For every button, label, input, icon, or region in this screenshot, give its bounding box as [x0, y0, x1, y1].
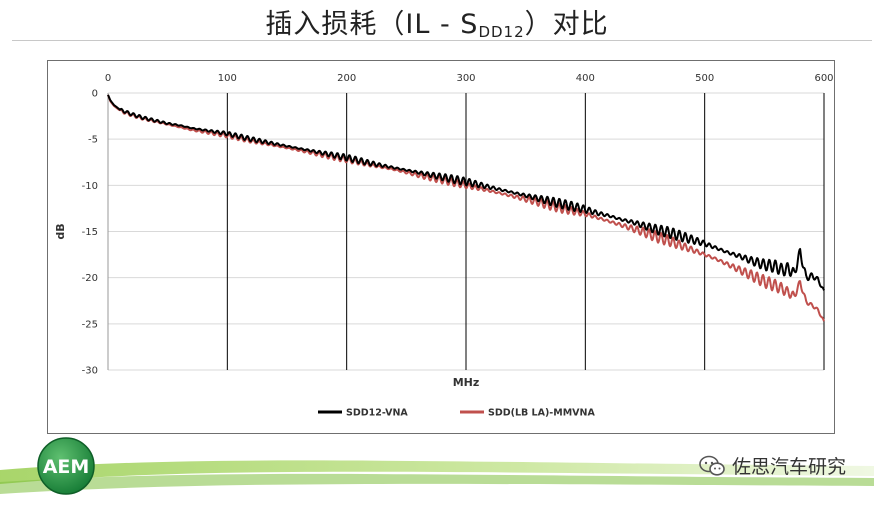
title-end: ）对比 — [524, 9, 609, 40]
watermark-text: 佐思汽车研究 — [731, 456, 846, 478]
x-axis-label: MHz — [453, 376, 480, 389]
series-line-sdd12-vna — [107, 94, 825, 291]
y-tick-label: -25 — [82, 319, 98, 330]
watermark: 佐思汽车研究 — [698, 452, 846, 479]
y-tick-label: -20 — [82, 273, 98, 284]
legend-label-0: SDD12-VNA — [346, 408, 408, 419]
y-tick-label: -10 — [82, 181, 98, 192]
legend-label-1: SDD(LB LA)-MMVNA — [488, 408, 595, 419]
logo-text: AEM — [43, 456, 90, 478]
footer-band: AEM — [0, 436, 874, 502]
y-tick-label: -15 — [82, 227, 98, 238]
x-tick-label: 200 — [337, 73, 356, 84]
x-tick-label: 0 — [105, 73, 111, 84]
y-tick-label: -30 — [82, 366, 98, 377]
footer-graphic: AEM — [0, 437, 874, 495]
aem-logo-icon — [37, 437, 95, 495]
y-axis-label: dB — [54, 223, 67, 239]
y-tick-label: -5 — [88, 135, 98, 146]
x-tick-label: 400 — [576, 73, 595, 84]
wechat-icon — [699, 455, 725, 476]
insertion-loss-chart: 0 100 200 300 400 500 600 0 -5 -10 -15 -20 -25 -30 MHz… — [54, 73, 834, 419]
footer-swoosh-top — [0, 460, 874, 484]
x-tick-label: 500 — [695, 73, 714, 84]
x-tick-label: 100 — [218, 73, 237, 84]
title-main: 插入损耗（IL - S — [265, 9, 479, 40]
x-tick-label: 300 — [456, 73, 475, 84]
title-divider — [12, 40, 872, 41]
y-tick-label: 0 — [92, 89, 98, 100]
footer-swoosh-bottom — [0, 473, 874, 494]
title-subscript: DD12 — [478, 23, 525, 41]
chart-frame: 0 100 200 300 400 500 600 0 -5 -10 -15 -20 -25 -30 MHz… — [47, 60, 835, 434]
slide-title: 插入损耗（IL - SDD12）对比 — [0, 2, 874, 41]
series-line-sdd-mmvna — [107, 94, 825, 322]
x-tick-label: 600 — [814, 73, 833, 84]
